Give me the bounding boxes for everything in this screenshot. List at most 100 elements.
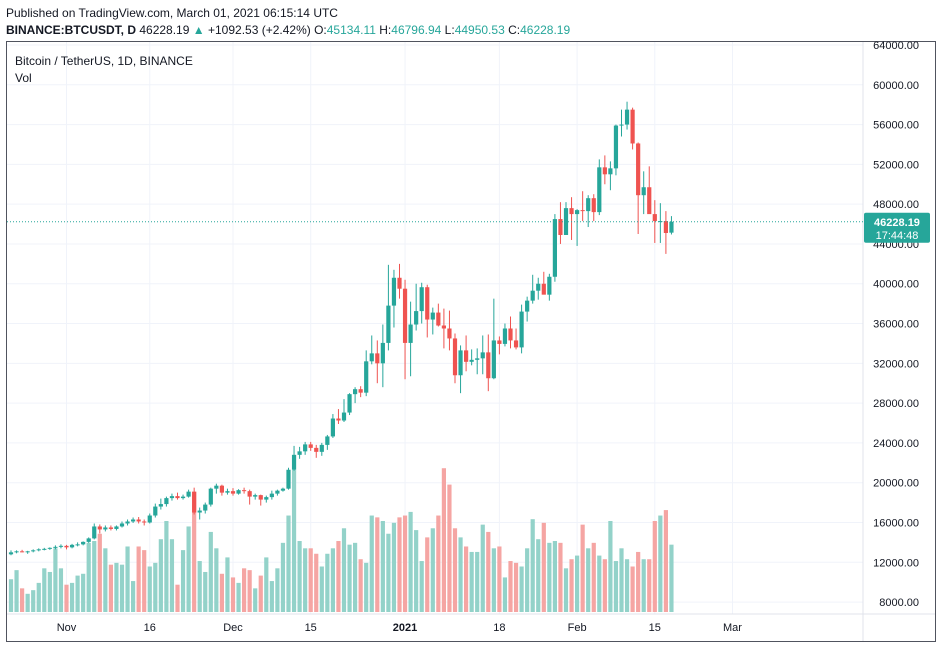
candle-body <box>391 277 397 306</box>
y-tick-label: 56000.00 <box>873 120 919 132</box>
volume-bar <box>336 541 341 612</box>
candle-body <box>297 451 302 455</box>
open-label: O: <box>314 23 327 37</box>
candle-body <box>136 519 141 522</box>
volume-bar <box>652 521 657 612</box>
candle-body <box>247 491 252 497</box>
candle-body <box>225 491 230 493</box>
candle-body <box>630 109 635 144</box>
volume-bar <box>397 517 402 612</box>
price-axis: 8000.00 12000.00 16000.00 20000.00 24000.00 2… <box>862 40 919 641</box>
candle-body <box>36 549 41 551</box>
symbol-label: BINANCE:BTCUSDT, D <box>6 23 136 37</box>
volume-bar <box>53 548 58 612</box>
volume-bar <box>402 515 408 612</box>
volume-bar <box>591 542 596 612</box>
volume-bar <box>36 582 41 612</box>
grid-lines <box>7 42 863 614</box>
volume-bar <box>219 573 224 612</box>
x-tick-label: Nov <box>57 622 77 634</box>
candle-body <box>663 221 668 233</box>
volume-bar <box>25 593 30 612</box>
candle-body <box>652 214 657 222</box>
chart-legend-title: Bitcoin / TetherUS, 1D, BINANCE <box>15 54 193 68</box>
volume-bar <box>541 522 546 612</box>
candle-body <box>219 485 224 493</box>
volume-bar <box>602 559 607 612</box>
volume-bar <box>558 542 563 612</box>
candle-body <box>180 496 186 499</box>
volume-bar <box>491 548 496 612</box>
candle-body <box>536 283 541 291</box>
volume-bar <box>180 550 186 612</box>
candle-body <box>92 526 97 539</box>
volume-bar <box>286 515 291 612</box>
volume-bar <box>469 551 474 612</box>
volume-bar <box>563 568 569 612</box>
candle-body <box>408 324 413 343</box>
candle-body <box>624 109 630 125</box>
y-tick-label: 28000.00 <box>873 398 919 410</box>
candle-body <box>214 485 219 489</box>
volume-bar <box>203 571 208 612</box>
volume-bar <box>225 557 230 612</box>
volume-bars <box>8 468 674 612</box>
candle-body <box>586 198 591 212</box>
candle-body <box>569 208 574 215</box>
volume-bar <box>108 564 113 612</box>
volume-legend: Vol <box>15 71 32 85</box>
volume-bar <box>136 546 141 612</box>
candle-body <box>142 521 147 523</box>
time-axis: Nov 16 Dec 15 2021 18 Feb 15 Mar <box>7 613 935 634</box>
y-tick-label: 8000.00 <box>879 597 919 609</box>
volume-bar <box>131 581 136 612</box>
volume-bar <box>197 561 202 612</box>
volume-bar <box>192 491 197 612</box>
candle-body <box>386 305 391 343</box>
volume-bar <box>325 553 330 612</box>
volume-bar <box>291 470 297 612</box>
candle-body <box>580 210 585 212</box>
volume-bar <box>630 566 635 612</box>
volume-bar <box>69 582 75 612</box>
volume-bar <box>575 555 580 612</box>
candle-body <box>330 418 335 437</box>
candle-body <box>502 328 508 344</box>
volume-bar <box>169 539 175 612</box>
candle-body <box>153 506 158 516</box>
volume-bar <box>125 546 130 612</box>
volume-bar <box>75 575 80 612</box>
candle-body <box>253 495 258 497</box>
volume-bar <box>552 541 557 612</box>
volume-bar <box>147 566 152 612</box>
volume-bar <box>663 510 668 612</box>
volume-bar <box>408 511 413 612</box>
volume-bar <box>425 537 430 612</box>
candle-body <box>25 551 30 553</box>
ohlc-header: BINANCE:BTCUSDT, D 46228.19 ▲ +1092.53 (… <box>6 23 570 37</box>
candle-body <box>641 187 646 196</box>
volume-bar <box>613 561 619 612</box>
volume-bar <box>253 588 258 612</box>
volume-bar <box>264 557 269 612</box>
candle-body <box>513 340 519 348</box>
volume-bar <box>14 570 19 612</box>
volume-bar <box>441 468 446 612</box>
volume-bar <box>103 548 108 612</box>
volume-bar <box>280 542 286 612</box>
volume-bar <box>58 568 64 612</box>
volume-bar <box>364 562 369 612</box>
open-value: 45134.11 <box>326 23 376 37</box>
volume-bar <box>641 559 646 612</box>
candle-body <box>497 340 502 344</box>
candle-body <box>291 454 297 470</box>
volume-bar <box>247 570 252 612</box>
volume-bar <box>353 542 358 612</box>
candle-body <box>314 447 319 452</box>
candle-body <box>319 444 324 452</box>
x-tick-label: 15 <box>305 622 317 634</box>
volume-bar <box>497 546 502 612</box>
y-tick-label: 60000.00 <box>873 80 919 92</box>
candle-body <box>8 552 14 555</box>
